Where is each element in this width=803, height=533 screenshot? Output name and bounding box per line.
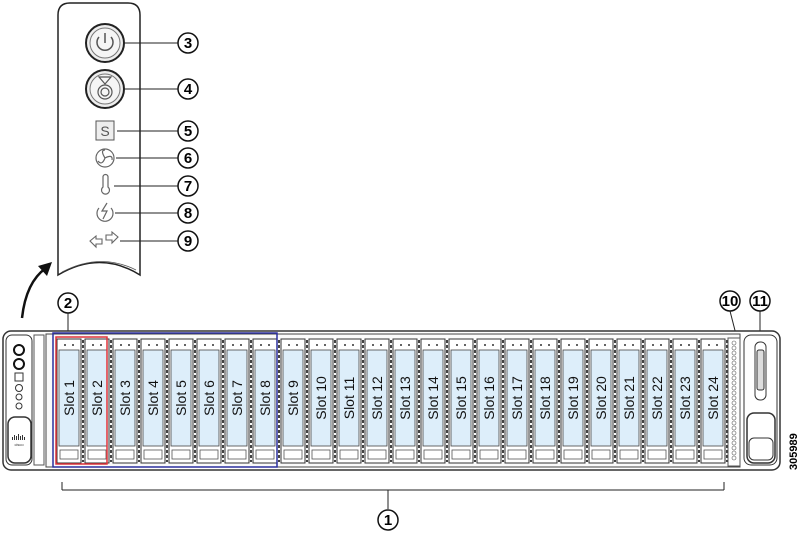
callout-4: 4 [177, 78, 199, 100]
control-panel-detail: S [57, 2, 141, 277]
system-status-icon: S [95, 120, 115, 141]
drive-slot[interactable]: Slot 18 [532, 338, 560, 464]
callout-number: 2 [64, 295, 72, 312]
slot-label: Slot 22 [649, 376, 665, 420]
power-button-icon [85, 23, 125, 63]
temperature-status-icon [100, 173, 111, 195]
slot-label: Slot 15 [453, 376, 469, 420]
drive-slot[interactable]: Slot 19 [560, 338, 588, 464]
slot-label: Slot 13 [397, 376, 413, 420]
slot-label: Slot 8 [257, 380, 273, 416]
drive-slot[interactable]: Slot 13 [392, 338, 420, 464]
slot-label: Slot 4 [145, 380, 161, 416]
drive-slot[interactable]: Slot 20 [588, 338, 616, 464]
highlight-slots-1-2 [55, 336, 108, 465]
fan-status-icon [95, 148, 115, 168]
slot-label: Slot 12 [369, 376, 385, 420]
fan-status-icon [15, 384, 23, 392]
callout-8: 8 [177, 202, 199, 224]
slot-label: Slot 9 [285, 380, 301, 416]
drive-slot[interactable]: Slot 17 [504, 338, 532, 464]
unit-identification-button-icon [13, 358, 25, 370]
drive-slot[interactable]: Slot 2 [84, 338, 112, 464]
slot-label: Slot 3 [117, 380, 133, 416]
callout-number: 4 [184, 81, 193, 98]
drive-slot[interactable]: Slot 12 [364, 338, 392, 464]
slot-label: Slot 14 [425, 376, 441, 420]
drive-slot[interactable]: Slot 3 [112, 338, 140, 464]
drive-slot[interactable]: Slot 23 [672, 338, 700, 464]
network-link-activity-icon [89, 230, 119, 249]
power-button-icon [13, 344, 25, 356]
right-rack-ear [727, 334, 778, 467]
callout-number: 10 [722, 293, 739, 310]
left-rack-ear: cisco [5, 334, 45, 466]
slot-label: Slot 17 [509, 376, 525, 420]
system-status-icon [14, 372, 24, 382]
drive-bays: Slot 1 Slot 2 Slot 3 Slot 4 Slot 5 Slot 6 Slot… [56, 338, 728, 464]
slot-label: Slot 7 [229, 380, 245, 416]
callout-5: 5 [177, 120, 199, 142]
drive-slot[interactable]: Slot 21 [616, 338, 644, 464]
slot-label: Slot 2 [89, 380, 105, 416]
callout-number: 7 [184, 178, 192, 195]
temperature-status-icon [15, 393, 23, 401]
callout-number: 5 [184, 123, 192, 140]
drive-slot[interactable]: Slot 11 [336, 338, 364, 464]
callout-number: 11 [752, 293, 768, 310]
callout-10: 10 [719, 290, 741, 312]
svg-text:cisco: cisco [14, 442, 24, 447]
svg-text:S: S [100, 123, 109, 139]
drive-slot[interactable]: Slot 8 [252, 338, 280, 464]
callout-6: 6 [177, 147, 199, 169]
drive-slot[interactable]: Slot 1 [56, 338, 84, 464]
slot-label: Slot 23 [677, 376, 693, 420]
callout-number: 9 [184, 233, 192, 250]
callout-11: 11 [749, 290, 771, 312]
callout-9: 9 [177, 230, 199, 252]
drive-slot[interactable]: Slot 10 [308, 338, 336, 464]
drive-slot[interactable]: Slot 22 [644, 338, 672, 464]
slot-label: Slot 5 [173, 380, 189, 416]
cisco-logo: cisco [12, 434, 25, 447]
callout-7: 7 [177, 175, 199, 197]
power-supply-status-icon [15, 402, 23, 410]
callout-3: 3 [177, 32, 199, 54]
callout-number: 8 [184, 205, 192, 222]
callout-number: 1 [384, 512, 392, 529]
callout-2: 2 [57, 292, 79, 314]
slot-label: Slot 16 [481, 376, 497, 420]
figure-id: 305989 [788, 433, 800, 470]
highlight-slots-1-8 [52, 332, 278, 468]
drive-slot[interactable]: Slot 15 [448, 338, 476, 464]
drive-slot[interactable]: Slot 6 [196, 338, 224, 464]
slot-label: Slot 18 [537, 376, 553, 420]
callout-number: 3 [184, 35, 192, 52]
slot-label: Slot 6 [201, 380, 217, 416]
callout-number: 6 [184, 150, 192, 167]
drive-slot[interactable]: Slot 5 [168, 338, 196, 464]
zoom-arrow-icon [20, 262, 52, 319]
drive-slot[interactable]: Slot 9 [280, 338, 308, 464]
drive-activity-leds [731, 340, 737, 461]
slot-label: Slot 21 [621, 376, 637, 420]
slot-label: Slot 24 [705, 376, 721, 420]
slot-label: Slot 11 [341, 377, 357, 420]
slot-label: Slot 20 [593, 376, 609, 420]
slot-label: Slot 1 [61, 380, 77, 416]
power-supply-status-icon [96, 202, 114, 222]
server-chassis: cisco Slot 1 Slot 2 Slot 3 Slot 4 Slot 5 Slot… [2, 330, 781, 471]
drive-slot[interactable]: Slot 4 [140, 338, 168, 464]
drive-slot[interactable]: Slot 14 [420, 338, 448, 464]
drive-slot[interactable]: Slot 16 [476, 338, 504, 464]
slot-label: Slot 10 [313, 376, 329, 420]
drive-slot[interactable]: Slot 7 [224, 338, 252, 464]
slot-label: Slot 19 [565, 376, 581, 420]
callout-1: 1 [377, 509, 399, 531]
unit-identification-button-icon [85, 69, 125, 109]
drive-slot[interactable]: Slot 24 [700, 338, 728, 464]
